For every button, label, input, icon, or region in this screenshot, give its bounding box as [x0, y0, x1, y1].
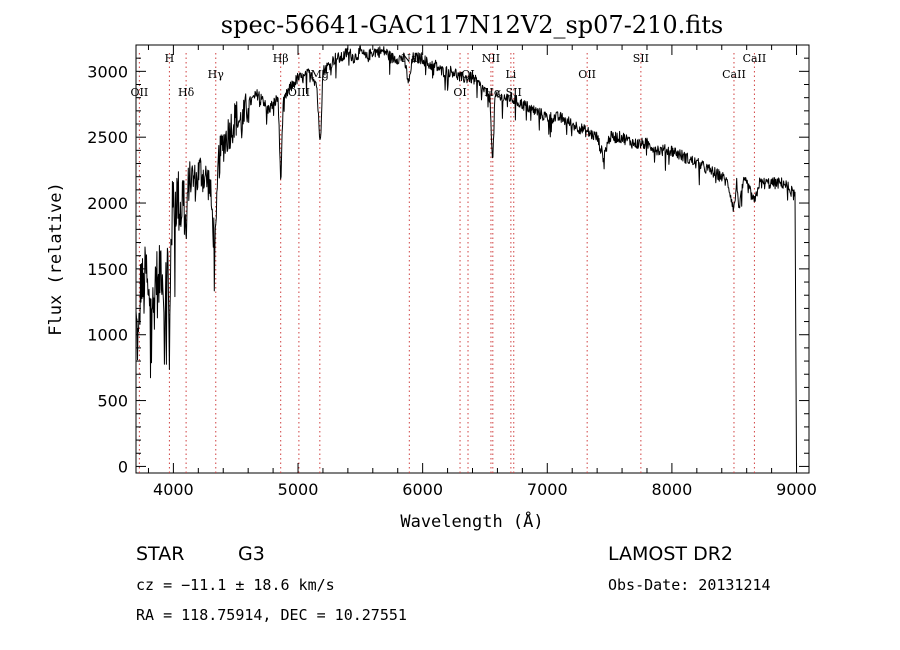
line-label: H: [165, 52, 175, 65]
line-label: OI: [453, 86, 466, 99]
spectrum-series-line: [135, 45, 797, 467]
redshift-velocity: cz = −11.1 ± 18.6 km/s: [136, 576, 335, 594]
y-tick-label: 1500: [87, 260, 128, 279]
spectral-subclass: G3: [238, 543, 265, 565]
y-tick-label: 2500: [87, 128, 128, 147]
y-tick-label: 3000: [87, 62, 128, 81]
y-tick-label: 1000: [87, 326, 128, 345]
line-label: OII: [131, 86, 149, 99]
y-axis-label: Flux (relative): [46, 182, 66, 336]
line-label: SII: [506, 86, 522, 99]
line-label: CaII: [743, 52, 767, 65]
x-tick-label: 7000: [527, 480, 568, 499]
line-label: OIII: [288, 86, 310, 99]
x-tick-label: 8000: [652, 480, 693, 499]
line-label: Hβ: [273, 52, 289, 65]
y-tick-label: 2000: [87, 194, 128, 213]
chart-title: spec-56641-GAC117N12V2_sp07-210.fits: [221, 11, 723, 39]
x-tick-label: 6000: [402, 480, 443, 499]
y-axis-ticks: 0 500 1000 1500 2000 2500 3000: [87, 44, 809, 476]
x-tick-label: 5000: [278, 480, 319, 499]
survey-name: LAMOST DR2: [608, 543, 733, 565]
line-label: Hγ: [208, 68, 225, 81]
line-label: Li: [505, 68, 516, 81]
object-class: STAR: [136, 543, 184, 565]
line-label: CaII: [722, 68, 746, 81]
line-label: SII: [633, 52, 649, 65]
x-tick-label: 9000: [776, 480, 817, 499]
y-tick-label: 0: [118, 457, 128, 476]
y-tick-label: 500: [97, 392, 128, 411]
line-label: Hδ: [178, 86, 195, 99]
x-axis-ticks: 4000 5000 6000 7000 8000 9000: [147, 45, 817, 499]
line-label: NII: [482, 52, 500, 65]
x-tick-label: 4000: [153, 480, 194, 499]
observation-date: Obs-Date: 20131214: [608, 576, 771, 594]
line-label: OII: [578, 68, 596, 81]
sky-coordinates: RA = 118.75914, DEC = 10.27551: [136, 606, 407, 624]
x-axis-label: Wavelength (Å): [400, 510, 543, 532]
series-layer: [135, 45, 797, 467]
